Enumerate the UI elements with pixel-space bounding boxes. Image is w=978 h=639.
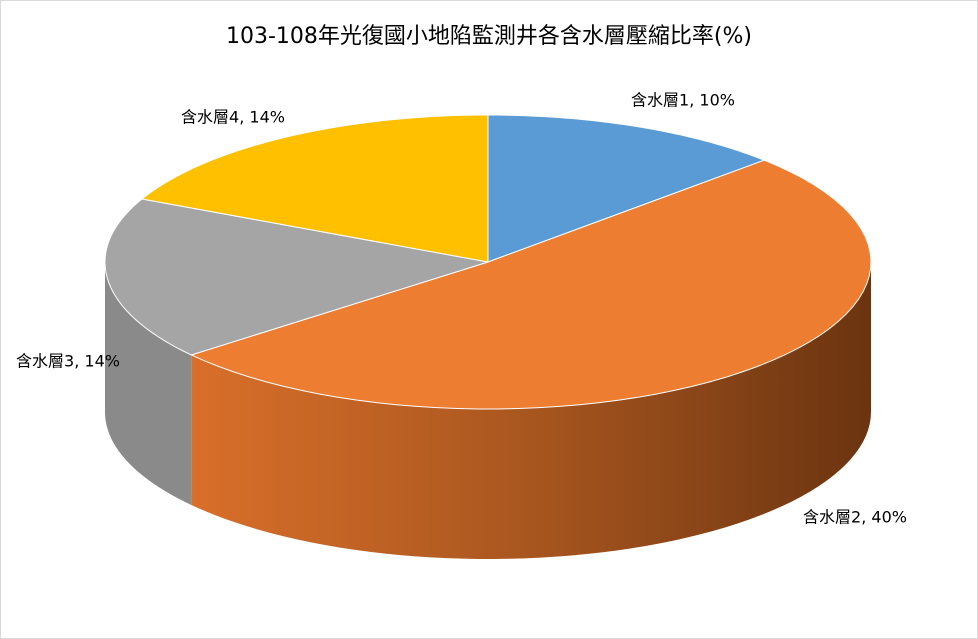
data-label: 含水層2, 40%: [803, 508, 907, 527]
slice-side: [191, 262, 871, 559]
data-label: 含水層3, 14%: [16, 352, 120, 371]
data-label: 含水層4, 14%: [181, 108, 285, 127]
slice: [487, 114, 766, 263]
data-label: 含水層1, 10%: [631, 91, 735, 110]
chart-title: 103-108年光復國小地陷監測井各含水層壓縮比率(%): [226, 24, 752, 49]
slice: [104, 198, 489, 356]
slice-side: [105, 262, 192, 505]
slice: [140, 114, 489, 263]
slice: [189, 159, 872, 410]
